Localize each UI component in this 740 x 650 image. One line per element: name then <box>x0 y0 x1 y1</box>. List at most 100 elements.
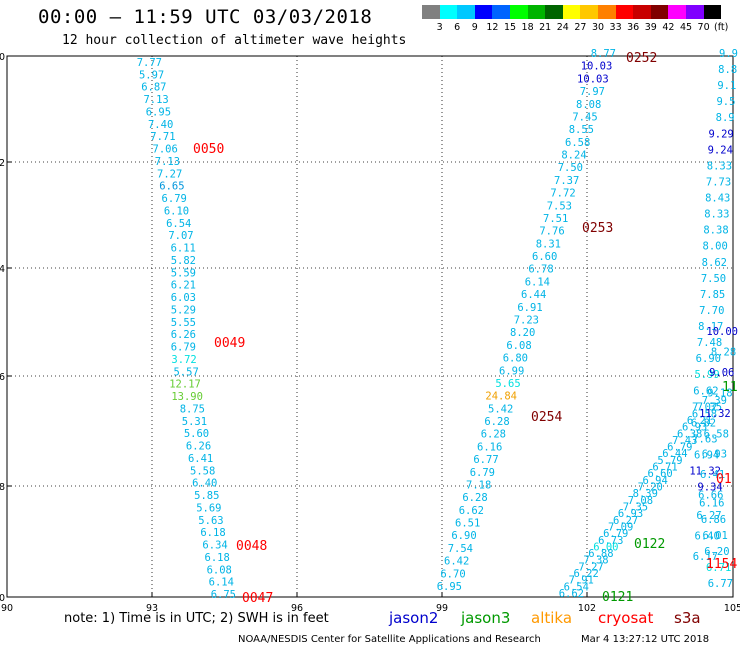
swh-value: 6.79 <box>171 342 196 354</box>
swh-value: 5.99 <box>694 369 719 381</box>
color-scale-label: 6 <box>454 22 461 33</box>
color-scale-label: 12 <box>486 22 499 33</box>
swh-value: 6.38 <box>677 428 702 440</box>
swh-value: 6.01 <box>703 530 728 542</box>
swh-value: 6.03 <box>171 292 196 304</box>
swh-value: 6.11 <box>171 243 196 255</box>
swh-value: 6.71 <box>652 462 677 474</box>
legend-s3a: s3a <box>674 609 701 627</box>
swh-value: 7.53 <box>547 200 572 212</box>
swh-value: 10.03 <box>581 61 613 73</box>
color-scale-label: 24 <box>556 22 569 33</box>
swh-value: 5.42 <box>488 403 513 415</box>
swh-value: 8.28 <box>711 346 736 358</box>
swh-value: 6.40 <box>695 531 720 543</box>
swh-value: 6.26 <box>171 329 196 341</box>
swh-value: 7.18 <box>466 479 491 491</box>
swh-value: 6.14 <box>525 276 550 288</box>
color-swatch <box>668 5 686 19</box>
swh-value: 6.16 <box>477 441 502 453</box>
credit-line: NOAA/NESDIS Center for Satellite Applica… <box>238 634 541 645</box>
swh-value: 6.28 <box>462 492 487 504</box>
swh-value: 7.72 <box>550 188 575 200</box>
swh-value: 24.84 <box>485 391 517 403</box>
pass-time-label: 0122 <box>634 537 665 552</box>
swh-value: 6.88 <box>588 548 613 560</box>
swh-value: 3.72 <box>171 354 196 366</box>
swh-value: 7.06 <box>153 144 178 156</box>
swh-value: 8.24 <box>561 150 586 162</box>
swh-value: 6.65 <box>159 181 184 193</box>
swh-value: 6.93 <box>618 508 643 520</box>
swh-value: 6.16 <box>699 498 724 510</box>
swh-value: 8.8 <box>718 64 737 76</box>
swh-value: 8.55 <box>569 124 594 136</box>
color-swatch <box>633 5 651 19</box>
color-scale-label: 30 <box>591 22 605 33</box>
swh-value: 6.95 <box>437 581 462 593</box>
swh-value: 7.37 <box>554 175 579 187</box>
swh-value: 9.29 <box>708 128 733 140</box>
swh-value: 7.13 <box>155 156 180 168</box>
swh-value: 9.06 <box>709 367 734 379</box>
swh-value: 7.23 <box>514 315 539 327</box>
color-swatch <box>457 5 475 19</box>
swh-value: 7.07 <box>168 230 193 242</box>
swh-value: 7.76 <box>539 226 564 238</box>
swh-value: 7.27 <box>578 561 603 573</box>
swh-value: 8.33 <box>704 209 729 221</box>
swh-value: 7.02 <box>692 401 717 413</box>
swh-value: 6.27 <box>613 515 638 527</box>
swh-value: 9.1 <box>717 80 736 92</box>
color-swatch <box>509 5 528 19</box>
swh-value: 6.95 <box>146 106 171 118</box>
swh-value: 6.41 <box>188 453 213 465</box>
legend-cryosat: cryosat <box>598 609 654 627</box>
swh-value: 6.34 <box>202 540 227 552</box>
swh-value: 7.54 <box>448 543 473 555</box>
color-swatch <box>474 5 493 19</box>
swh-value: 6.17 <box>693 551 718 563</box>
legend-jason3: jason3 <box>461 609 511 627</box>
pass-time-label: 0048 <box>236 539 267 554</box>
swh-value: 10.03 <box>577 73 609 85</box>
swh-value: 5.55 <box>171 317 196 329</box>
color-scale-label: 18 <box>521 22 534 33</box>
swh-value: 5.31 <box>182 416 207 428</box>
pass-time-label: 11 <box>722 380 738 395</box>
swh-value: 6.62 <box>459 505 484 517</box>
swh-value: 8.31 <box>536 238 561 250</box>
color-scale-label: 27 <box>574 22 587 33</box>
swh-value: 7.35 <box>697 402 722 414</box>
swh-value: 6.94 <box>694 450 719 462</box>
swh-value: 6.18 <box>205 552 230 564</box>
swh-value: 8.00 <box>703 241 728 253</box>
color-swatch <box>492 5 510 19</box>
swh-value: 6.58 <box>692 408 717 420</box>
color-scale-label: (ft) <box>714 22 729 33</box>
swh-value: 6.70 <box>440 568 465 580</box>
color-scale-label: 39 <box>644 22 657 33</box>
pass-time-label: 0049 <box>214 336 245 351</box>
swh-value: 6.94 <box>643 475 668 487</box>
swh-value: 5.82 <box>171 255 196 267</box>
color-scale-label: 70 <box>697 22 710 33</box>
color-scale-label: 33 <box>609 22 622 33</box>
swh-value: 6.62 <box>559 588 584 600</box>
swh-value: 5.29 <box>171 304 196 316</box>
x-tick-label: 99 <box>436 603 448 614</box>
color-swatch <box>685 5 704 19</box>
swh-value: 5.97 <box>139 69 164 81</box>
swh-value: 6.79 <box>470 467 495 479</box>
swh-value: 7.35 <box>623 501 648 513</box>
swh-value: 5.79 <box>657 455 682 467</box>
swh-value: 7.39 <box>702 395 727 407</box>
color-swatch <box>597 5 616 19</box>
swh-value: 7.09 <box>608 521 633 533</box>
swh-value: 6.71 <box>706 562 731 574</box>
swh-value: 7.51 <box>543 213 568 225</box>
swh-value: 7.48 <box>697 337 722 349</box>
swh-value: 8.20 <box>510 327 535 339</box>
color-swatch <box>545 5 563 19</box>
